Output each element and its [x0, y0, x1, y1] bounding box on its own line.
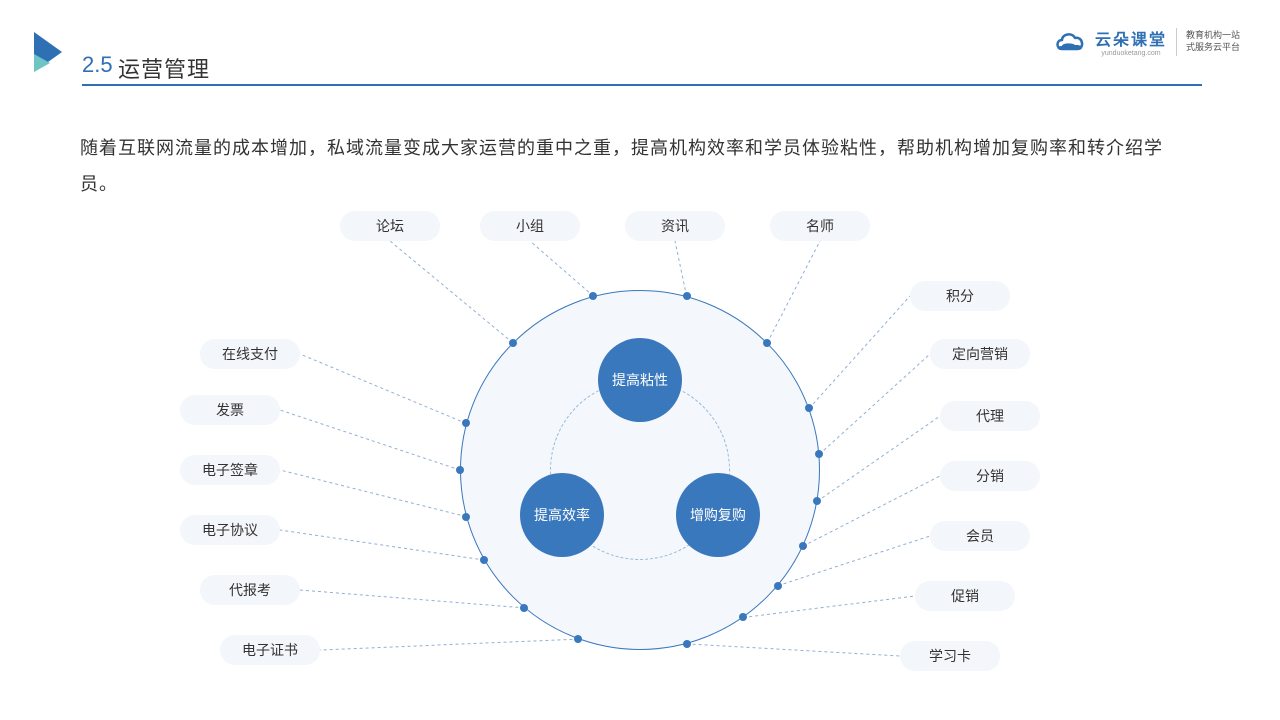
leaf-pill: 促销	[915, 581, 1015, 611]
leaf-pill: 会员	[930, 521, 1030, 551]
leaf-pill: 小组	[480, 211, 580, 241]
leaf-pill: 发票	[180, 395, 280, 425]
leaf-pill: 电子签章	[180, 455, 280, 485]
operations-diagram: 提高粘性提高效率增购复购 论坛 小组 资讯 名师在线支付发票电子签章电子协议代报考电子证…	[0, 0, 1280, 720]
leaf-pill: 电子协议	[180, 515, 280, 545]
leaf-pill: 积分	[910, 281, 1010, 311]
hub-efficiency: 提高效率	[520, 473, 604, 557]
leaf-pill: 论坛	[340, 211, 440, 241]
leaf-pill: 资讯	[625, 211, 725, 241]
leaf-pill: 代报考	[200, 575, 300, 605]
leaf-pill: 分销	[940, 461, 1040, 491]
leaf-pill: 代理	[940, 401, 1040, 431]
hub-repurchase: 增购复购	[676, 473, 760, 557]
leaf-pill: 定向营销	[930, 339, 1030, 369]
leaf-pill: 学习卡	[900, 641, 1000, 671]
leaf-pill: 在线支付	[200, 339, 300, 369]
hub-sticky: 提高粘性	[598, 338, 682, 422]
leaf-pill: 电子证书	[220, 635, 320, 665]
leaf-pill: 名师	[770, 211, 870, 241]
